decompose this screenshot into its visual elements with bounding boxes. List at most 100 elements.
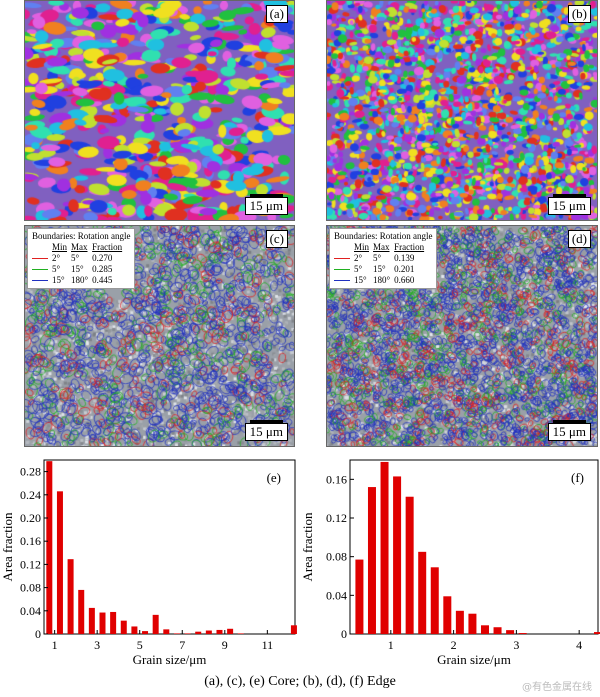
y-tick-label: 0.12 [20,557,41,571]
boundary-legend-d: Boundaries: Rotation angle Min Max Fract… [329,228,438,289]
histogram-bar [120,620,127,634]
scale-bar-a: 15 μm [244,194,288,215]
legend-max: 180° [71,275,89,285]
legend-line-red [334,258,350,260]
scale-text-d: 15 μm [552,424,586,439]
x-axis-label: Grain size/μm [133,652,207,667]
legend-fraction: 0.201 [394,264,415,274]
x-tick-label: 3 [94,638,100,652]
grain-size-histogram-core: 0 0.04 0.08 0.12 0.16 0.20 0.24 0.28 1 3 5 7 9 11 Grai… [0,459,297,667]
legend-header-max: Max [373,242,390,252]
histogram-bar [163,629,170,634]
histogram-bar [216,629,223,634]
legend-header-min: Min [354,242,370,252]
y-tick-label: 0 [341,627,347,641]
legend-min: 2° [354,253,363,263]
histogram-bar [78,589,85,634]
panel-label: (e) [267,470,281,485]
x-tick-label: 1 [388,638,394,652]
histogram-bar [131,626,138,634]
scale-text-b: 15 μm [552,198,586,213]
legend-fraction: 0.445 [92,275,113,285]
scale-bar-b: 15 μm [547,194,591,215]
legend-fraction: 0.139 [394,253,415,263]
y-tick-label: 0.20 [20,511,41,525]
plot-frame [43,459,296,635]
histogram-bar [227,628,234,634]
histogram-bar [46,461,53,634]
legend-fraction: 0.285 [92,264,113,274]
histogram-bar [443,596,452,634]
histogram-bar [173,633,180,634]
histogram-bar [56,491,63,634]
y-tick-label: 0.16 [20,534,41,548]
histogram-bar [455,610,464,634]
legend-max: 180° [373,275,391,285]
panel-label-b: (b) [567,5,591,23]
histogram-bar [418,551,427,634]
histogram-bar [99,612,106,634]
panel-label: (f) [571,470,584,485]
histogram-bar [67,559,74,634]
legend-min: 5° [52,264,61,274]
scale-bar-d: 15 μm [547,420,591,441]
histogram-bar [594,632,600,634]
x-tick-label: 2 [451,638,457,652]
legend-fraction: 0.660 [394,275,415,285]
histogram-bar [290,625,297,634]
histogram-bar [367,487,376,634]
histogram-bar [393,476,402,634]
orientation-map-image-edge [327,1,597,220]
histogram-bar [355,559,364,634]
histogram-bar [480,625,489,634]
watermark: @有色金属在线 [522,682,592,693]
panel-label-c: (c) [265,230,288,248]
histogram-bar [152,614,159,634]
y-tick-label: 0.04 [326,588,347,602]
histogram-bar [184,633,191,634]
panel-label-d: (d) [567,230,591,248]
y-tick-label: 0.12 [326,511,347,525]
y-axis-label: Area fraction [0,512,15,581]
histogram-bar [493,627,502,634]
histogram-bar [110,611,117,634]
legend-min: 2° [52,253,61,263]
ebsd-map-edge: (b) 15 μm [326,0,598,221]
x-tick-label: 11 [262,638,274,652]
x-tick-label: 9 [222,638,228,652]
histogram-bar [237,633,244,634]
histogram-bar [405,496,414,634]
y-tick-label: 0.04 [20,604,41,618]
histogram-bar [88,607,95,634]
scale-text-a: 15 μm [249,198,283,213]
scale-text-c: 15 μm [249,424,283,439]
y-tick-label: 0.08 [326,550,347,564]
y-axis-label: Area fraction [300,512,315,581]
legend-title: Boundaries: Rotation angle [334,231,433,241]
legend-header-max: Max [71,242,88,252]
histogram-bar [518,633,527,634]
legend-max: 15° [373,264,386,274]
legend-header-fraction: Fraction [92,242,123,252]
boundary-map-core: Boundaries: Rotation angle Min Max Fract… [24,225,295,447]
panel-label-a: (a) [265,5,288,23]
y-tick-label: 0.24 [20,488,41,502]
boundary-legend-c: Boundaries: Rotation angle Min Max Fract… [27,228,136,289]
legend-line-blue [32,280,48,282]
histogram-bar [430,567,439,634]
ebsd-map-core: (a) 15 μm [24,0,295,221]
x-tick-label: 3 [513,638,519,652]
legend-fraction: 0.270 [92,253,113,263]
legend-header-fraction: Fraction [394,242,425,252]
legend-line-green [32,269,48,271]
legend-min: 15° [354,275,367,285]
y-tick-label: 0 [35,627,41,641]
x-tick-label: 5 [137,638,143,652]
y-tick-label: 0.28 [20,465,41,479]
grain-size-histogram-edge: 0 0.04 0.08 0.12 0.16 1 2 3 4 Grain size/μm Area f… [300,459,600,667]
histogram-bar [468,613,477,634]
x-tick-label: 1 [52,638,58,652]
scale-bar-c: 15 μm [244,420,288,441]
legend-max: 15° [71,264,84,274]
histogram-bar [195,631,202,634]
